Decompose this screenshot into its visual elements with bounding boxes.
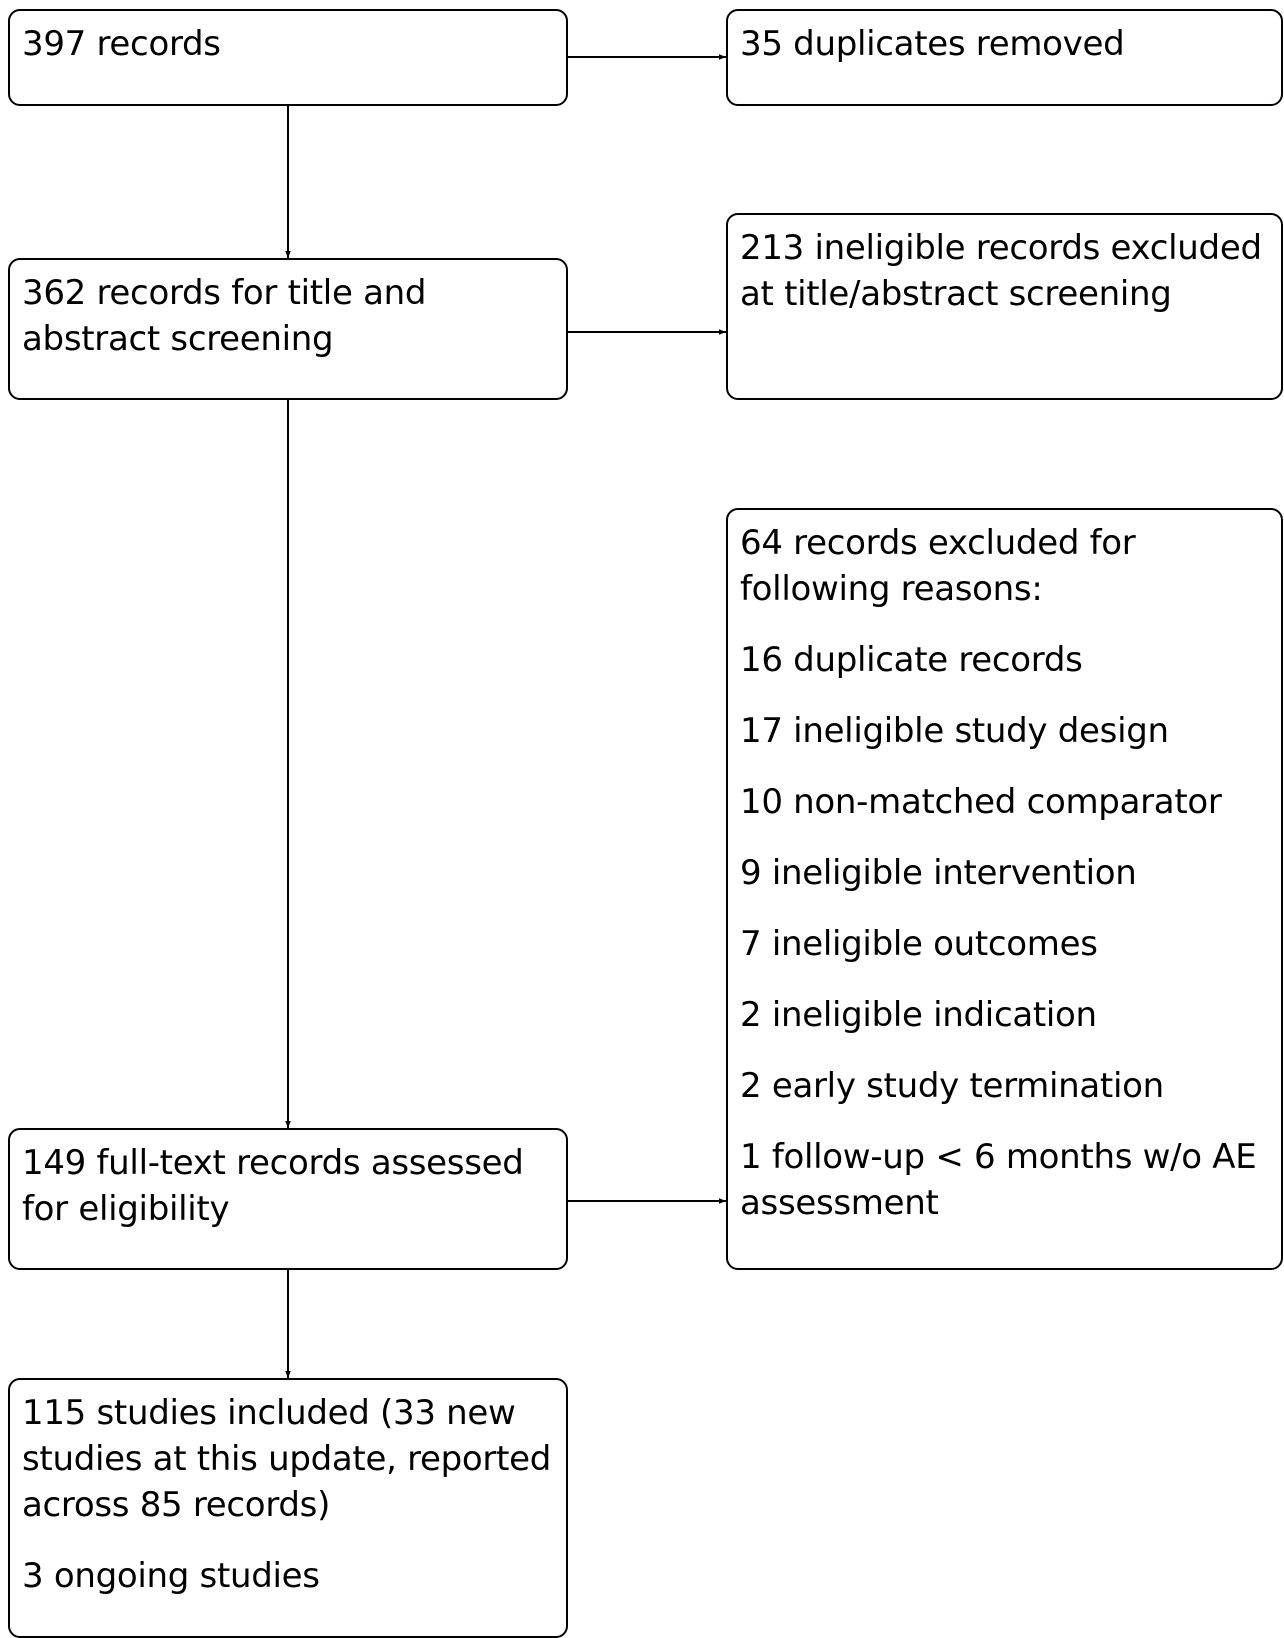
exclusion-reason: 16 duplicate records <box>740 640 1083 680</box>
screening-box: 362 records for title and abstract scree… <box>8 258 568 400</box>
screening-excluded-box: 213 ineligible records excluded at title… <box>726 213 1283 400</box>
exclusion-reason: 9 ineligible intervention <box>740 853 1137 893</box>
studies-included-box: 115 studies included (33 new studies at … <box>8 1378 568 1638</box>
exclusion-reason: 1 follow-up < 6 months w/o AE assessment <box>740 1137 1257 1223</box>
exclusion-reasons-list: 16 duplicate records 17 ineligible study… <box>740 637 1269 1226</box>
full-text-excluded-heading: 64 records excluded for following reason… <box>740 523 1136 609</box>
exclusion-reason: 2 ineligible indication <box>740 995 1097 1035</box>
full-text-text: 149 full-text records assessed for eligi… <box>22 1143 524 1229</box>
duplicates-removed-box: 35 duplicates removed <box>726 9 1283 106</box>
duplicates-removed-text: 35 duplicates removed <box>740 24 1125 64</box>
ongoing-studies-text: 3 ongoing studies <box>22 1556 320 1596</box>
exclusion-reason: 17 ineligible study design <box>740 711 1169 751</box>
exclusion-reason: 7 ineligible outcomes <box>740 924 1098 964</box>
screening-text: 362 records for title and abstract scree… <box>22 273 427 359</box>
studies-included-text: 115 studies included (33 new studies at … <box>22 1393 552 1525</box>
records-identified-box: 397 records <box>8 9 568 106</box>
full-text-box: 149 full-text records assessed for eligi… <box>8 1128 568 1270</box>
exclusion-reason: 10 non-matched comparator <box>740 782 1222 822</box>
screening-excluded-text: 213 ineligible records excluded at title… <box>740 228 1262 314</box>
records-identified-text: 397 records <box>22 24 221 64</box>
exclusion-reason: 2 early study termination <box>740 1066 1164 1106</box>
full-text-excluded-box: 64 records excluded for following reason… <box>726 508 1283 1270</box>
